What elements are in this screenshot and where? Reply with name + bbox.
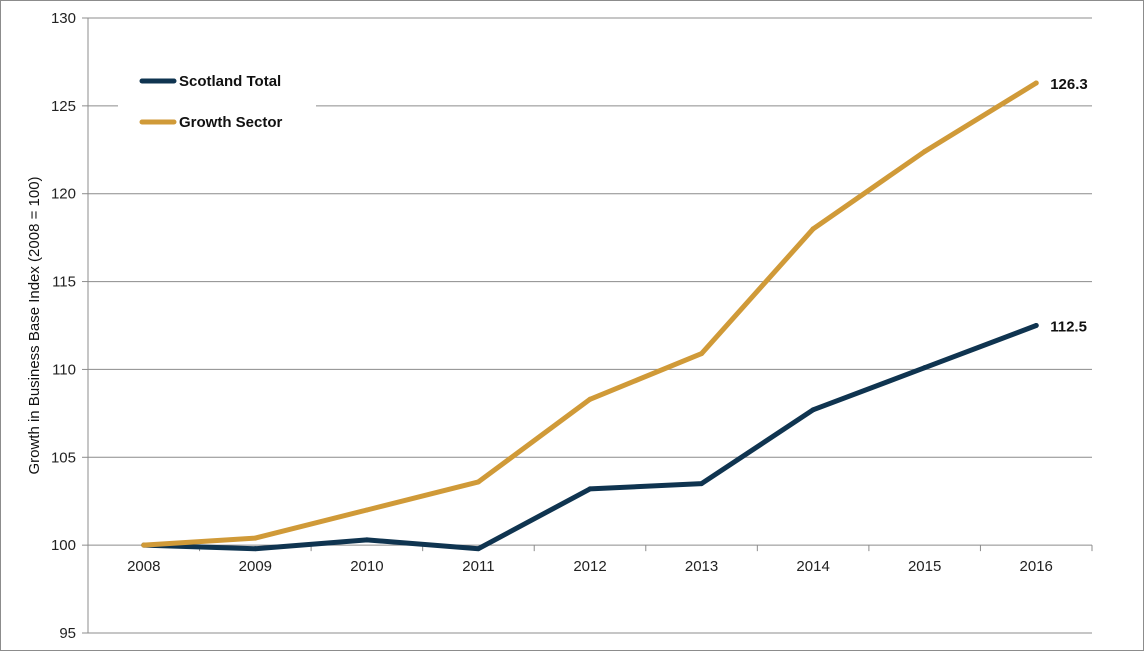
data-point-0-8 — [1033, 323, 1039, 328]
series-line-growth-sector — [141, 80, 1039, 548]
y-axis-title: Growth in Business Base Index (2008 = 10… — [26, 176, 43, 474]
legend-label-scotland-total: Scotland Total — [179, 73, 281, 90]
y-tick-labels: 95 100 105 110 115 120 125 130 — [51, 10, 88, 642]
data-point-1-8 — [1033, 80, 1039, 86]
x-tick-label-2009: 2009 — [239, 558, 272, 575]
y-tick-label-105: 105 — [51, 449, 76, 466]
data-point-1-5 — [699, 351, 705, 357]
data-point-1-3 — [475, 479, 481, 485]
y-tick-label-115: 115 — [52, 274, 76, 291]
y-tick-label-120: 120 — [51, 186, 76, 203]
y-tick-label-130: 130 — [51, 10, 76, 27]
data-point-0-5 — [699, 481, 705, 487]
data-point-0-7 — [922, 365, 928, 371]
y-tick-label-110: 110 — [52, 361, 76, 378]
data-point-0-3 — [475, 546, 481, 552]
series-line-scotland-total — [141, 323, 1039, 552]
data-point-1-1 — [252, 535, 258, 541]
data-point-1-0 — [141, 542, 147, 548]
x-tick-label-2013: 2013 — [685, 558, 718, 575]
data-point-0-1 — [252, 546, 258, 552]
data-point-0-2 — [364, 537, 370, 543]
legend-background — [118, 65, 316, 143]
end-labels: 112.5 126.3 — [1050, 76, 1088, 335]
x-tick-label-2011: 2011 — [462, 558, 494, 575]
data-point-1-6 — [810, 226, 816, 232]
data-point-1-2 — [364, 507, 370, 513]
data-point-0-6 — [810, 407, 816, 413]
axes — [87, 18, 1092, 633]
end-label-scotland-total: 112.5 — [1050, 319, 1087, 336]
x-tick-label-2010: 2010 — [350, 558, 383, 575]
series-lines — [141, 80, 1039, 552]
data-point-1-7 — [922, 149, 928, 155]
x-tick-label-2015: 2015 — [908, 558, 941, 575]
y-tick-label-100: 100 — [51, 537, 76, 554]
end-label-growth-sector: 126.3 — [1050, 76, 1088, 93]
x-tick-label-2008: 2008 — [127, 558, 160, 575]
x-tick-labels: 2008 2009 2010 2011 2012 2013 2014 2015 2016 — [87, 545, 1093, 575]
x-tick-label-2014: 2014 — [796, 558, 829, 575]
data-point-1-4 — [587, 396, 593, 402]
legend: Scotland Total Growth Sector — [118, 65, 316, 143]
y-tick-label-125: 125 — [51, 98, 76, 115]
y-tick-label-95: 95 — [59, 625, 76, 642]
x-tick-label-2012: 2012 — [573, 558, 606, 575]
legend-label-growth-sector: Growth Sector — [179, 114, 283, 131]
x-tick-label-2016: 2016 — [1020, 558, 1053, 575]
data-point-0-4 — [587, 486, 593, 492]
